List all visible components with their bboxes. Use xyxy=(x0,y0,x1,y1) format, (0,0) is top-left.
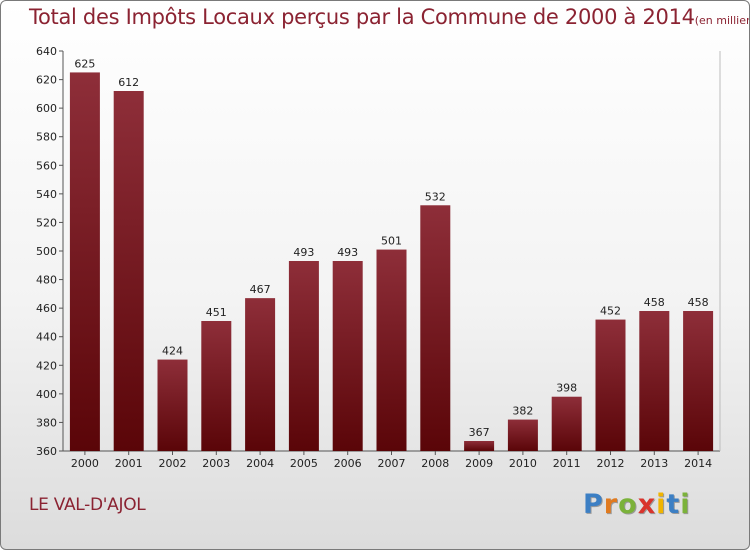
bar xyxy=(113,91,144,451)
x-tick-label: 2002 xyxy=(159,457,187,470)
bar xyxy=(683,311,714,451)
data-label: 458 xyxy=(688,296,709,309)
brand-letter: t xyxy=(666,489,681,520)
data-label: 625 xyxy=(74,57,95,70)
proxiti-logo: Proxiti xyxy=(583,489,691,520)
data-label: 467 xyxy=(250,283,271,296)
brand-letter: i xyxy=(680,489,691,520)
y-tick-label: 420 xyxy=(36,359,57,372)
data-label: 493 xyxy=(293,246,314,259)
data-label: 458 xyxy=(644,296,665,309)
bar xyxy=(288,261,319,451)
data-label: 452 xyxy=(600,305,621,318)
commune-name: LE VAL-D'AJOL xyxy=(29,495,146,515)
x-tick-label: 2012 xyxy=(597,457,625,470)
y-tick-label: 360 xyxy=(36,445,57,458)
x-tick-label: 2007 xyxy=(378,457,406,470)
bar xyxy=(201,321,232,451)
x-tick-label: 2005 xyxy=(290,457,318,470)
y-tick-label: 640 xyxy=(36,45,57,58)
data-label: 493 xyxy=(337,246,358,259)
brand-letter: P xyxy=(583,489,604,520)
brand-letter: i xyxy=(656,489,667,520)
x-tick-label: 2003 xyxy=(202,457,230,470)
bar xyxy=(595,319,626,451)
x-tick-label: 2000 xyxy=(71,457,99,470)
x-tick-label: 2014 xyxy=(684,457,712,470)
bar xyxy=(639,311,670,451)
y-tick-label: 580 xyxy=(36,131,57,144)
data-label: 501 xyxy=(381,235,402,248)
y-tick-label: 380 xyxy=(36,416,57,429)
data-label: 451 xyxy=(206,306,227,319)
y-tick-label: 600 xyxy=(36,102,57,115)
data-label: 532 xyxy=(425,190,446,203)
brand-letter: r xyxy=(603,489,619,520)
y-tick-label: 440 xyxy=(36,331,57,344)
y-tick-label: 540 xyxy=(36,188,57,201)
plot-area: 360 380 400 420 440 460 480 500 520 540 560 580 600 6… xyxy=(36,45,721,470)
y-tick-label: 520 xyxy=(36,216,57,229)
data-label: 424 xyxy=(162,345,183,358)
chart-title: Total des Impôts Locaux perçus par la Co… xyxy=(29,5,749,29)
bar xyxy=(551,396,582,451)
x-tick-label: 2011 xyxy=(553,457,581,470)
brand-letter: o xyxy=(618,489,638,520)
bar xyxy=(69,72,100,451)
data-label: 398 xyxy=(556,382,577,395)
x-tick-label: 2010 xyxy=(509,457,537,470)
chart-title-text: Total des Impôts Locaux perçus par la Co… xyxy=(29,5,695,29)
data-label: 382 xyxy=(512,405,533,418)
y-tick-label: 500 xyxy=(36,245,57,258)
x-tick-label: 2009 xyxy=(465,457,493,470)
bar xyxy=(157,359,188,451)
x-tick-label: 2001 xyxy=(115,457,143,470)
bar xyxy=(376,249,407,451)
bar xyxy=(464,441,495,451)
y-tick-label: 560 xyxy=(36,159,57,172)
x-tick-label: 2008 xyxy=(421,457,449,470)
brand-letter: x xyxy=(637,489,657,520)
x-tick-label: 2004 xyxy=(246,457,274,470)
y-tick-label: 460 xyxy=(36,302,57,315)
bar xyxy=(420,205,451,451)
y-tick-label: 620 xyxy=(36,74,57,87)
data-label: 612 xyxy=(118,76,139,89)
y-tick-label: 480 xyxy=(36,274,57,287)
x-tick-label: 2006 xyxy=(334,457,362,470)
chart-unit-note: (en milliers d'€) xyxy=(694,14,749,27)
bar xyxy=(245,298,276,451)
bar xyxy=(332,261,363,451)
bar xyxy=(507,419,538,451)
x-tick-label: 2013 xyxy=(640,457,668,470)
y-tick-label: 400 xyxy=(36,388,57,401)
data-label: 367 xyxy=(469,426,490,439)
